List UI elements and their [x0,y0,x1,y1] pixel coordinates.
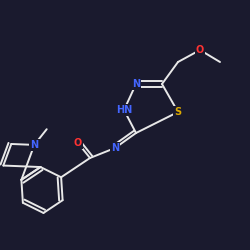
Text: O: O [196,45,204,55]
Text: S: S [174,107,182,117]
Text: O: O [74,138,82,148]
Text: HN: HN [116,105,132,115]
Text: N: N [111,143,119,153]
Text: N: N [30,140,38,150]
Text: N: N [132,79,140,89]
